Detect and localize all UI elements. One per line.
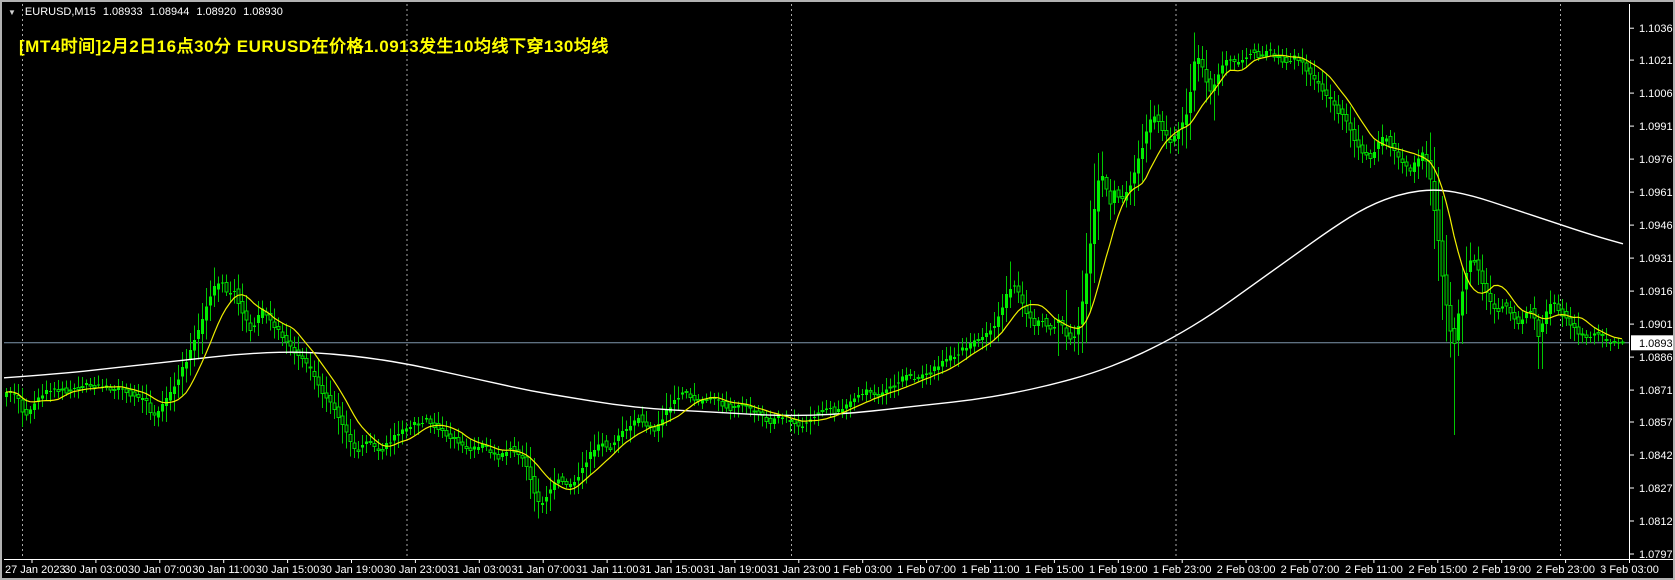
ohlc-high-value: 1.08944 [149,6,190,18]
svg-text:31 Jan 07:00: 31 Jan 07:00 [511,564,575,576]
svg-text:1.08930: 1.08930 [1639,338,1675,350]
svg-text:2 Feb 19:00: 2 Feb 19:00 [1472,564,1531,576]
svg-text:1.08270: 1.08270 [1639,483,1675,495]
svg-text:1 Feb 19:00: 1 Feb 19:00 [1089,564,1148,576]
ma10-line [5,54,1623,491]
svg-text:30 Jan 19:00: 30 Jan 19:00 [320,564,384,576]
svg-text:2 Feb 03:00: 2 Feb 03:00 [1217,564,1276,576]
ma130-line [4,189,1624,417]
svg-text:2 Feb 07:00: 2 Feb 07:00 [1281,564,1340,576]
ohlc-low-value: 1.08920 [196,6,237,18]
signal-annotation-text: [MT4时间]2月2日16点30分 EURUSD在价格1.0913发生10均线下… [19,37,609,56]
svg-text:1 Feb 23:00: 1 Feb 23:00 [1153,564,1212,576]
svg-text:2 Feb 23:00: 2 Feb 23:00 [1536,564,1595,576]
symbol-timeframe-label: EURUSD,M15 [24,6,96,18]
svg-text:30 Jan 11:00: 30 Jan 11:00 [192,564,255,576]
svg-text:1.09015: 1.09015 [1639,319,1675,331]
svg-text:1.08420: 1.08420 [1639,450,1675,462]
svg-text:31 Jan 11:00: 31 Jan 11:00 [576,564,639,576]
current-price-box [1631,335,1673,351]
svg-text:1.08715: 1.08715 [1639,385,1675,397]
svg-text:1.10065: 1.10065 [1639,88,1675,100]
svg-text:1.09915: 1.09915 [1639,121,1675,133]
svg-text:31 Jan 19:00: 31 Jan 19:00 [703,564,767,576]
svg-text:1.09315: 1.09315 [1639,253,1675,265]
svg-text:1.09615: 1.09615 [1639,187,1675,199]
svg-text:1.09165: 1.09165 [1639,286,1675,298]
svg-text:1.10215: 1.10215 [1639,55,1675,67]
svg-text:1.09765: 1.09765 [1639,154,1675,166]
svg-text:30 Jan 07:00: 30 Jan 07:00 [128,564,192,576]
svg-text:1 Feb 07:00: 1 Feb 07:00 [897,564,956,576]
collapse-triangle-icon[interactable]: ▼ [8,7,16,17]
svg-text:1.10360: 1.10360 [1639,23,1675,35]
day-separators [22,4,1561,559]
svg-text:1 Feb 15:00: 1 Feb 15:00 [1025,564,1084,576]
svg-text:1.07970: 1.07970 [1639,549,1675,561]
plot-area [4,4,1629,559]
ohlc-open-value: 1.08933 [102,6,143,18]
svg-text:1.09465: 1.09465 [1639,220,1675,232]
svg-text:27 Jan 2023: 27 Jan 2023 [5,564,66,576]
svg-text:1 Feb 11:00: 1 Feb 11:00 [962,564,1020,576]
svg-text:31 Jan 03:00: 31 Jan 03:00 [447,564,511,576]
svg-text:30 Jan 03:00: 30 Jan 03:00 [64,564,128,576]
svg-text:30 Jan 23:00: 30 Jan 23:00 [384,564,448,576]
svg-text:1.08120: 1.08120 [1639,516,1675,528]
axes: 1.10360 1.10215 1.10065 1.09915 1.09765 1.096… [4,4,1675,576]
svg-text:2 Feb 11:00: 2 Feb 11:00 [1345,564,1403,576]
svg-text:1.08570: 1.08570 [1639,417,1675,429]
chart-ohlc-header: ▼ EURUSD,M15 1.08933 1.08944 1.08920 1.0… [8,6,283,18]
svg-text:3 Feb 03:00: 3 Feb 03:00 [1600,564,1659,576]
svg-text:31 Jan 23:00: 31 Jan 23:00 [767,564,831,576]
price-axis: 1.10360 1.10215 1.10065 1.09915 1.09765 1.096… [1629,23,1675,561]
svg-text:30 Jan 15:00: 30 Jan 15:00 [256,564,320,576]
svg-text:1.08865: 1.08865 [1639,352,1675,364]
svg-text:1 Feb 03:00: 1 Feb 03:00 [833,564,892,576]
svg-text:2 Feb 15:00: 2 Feb 15:00 [1408,564,1467,576]
ohlc-close-value: 1.08930 [243,6,283,18]
svg-text:31 Jan 15:00: 31 Jan 15:00 [639,564,703,576]
candles-layer [5,32,1625,519]
